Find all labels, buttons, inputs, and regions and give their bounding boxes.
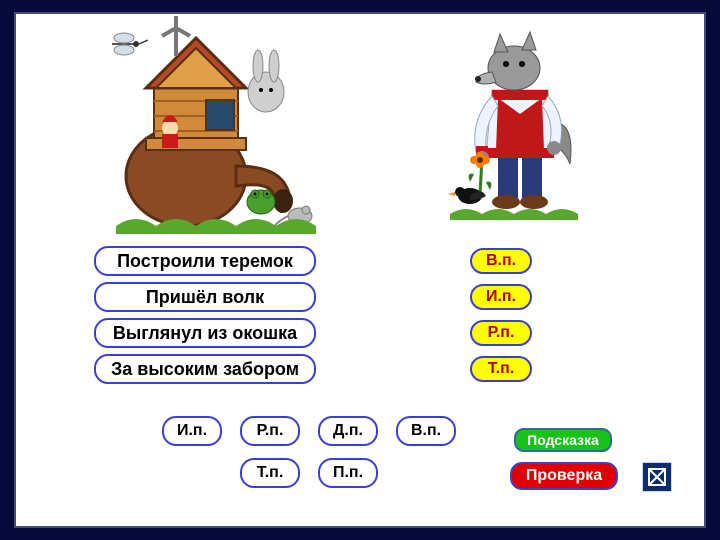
phrase-pill: За высоким забором (94, 354, 316, 384)
option-label: Д.п. (333, 422, 363, 440)
content-panel: Построили теремок Пришёл волк Выглянул из … (14, 12, 706, 528)
option-label: В.п. (411, 422, 441, 440)
option-label: Т.п. (257, 464, 284, 482)
phrase-pill: Построили теремок (94, 246, 316, 276)
option-label: Р.п. (257, 422, 284, 440)
case-option-button[interactable]: В.п. (396, 416, 456, 446)
answer-text: Р.п. (488, 324, 515, 342)
check-button[interactable]: Проверка (510, 462, 618, 490)
nav-next-icon (646, 466, 668, 488)
phrase-text: За высоким забором (111, 359, 299, 380)
option-label: П.п. (333, 464, 363, 482)
answer-pill: В.п. (470, 248, 532, 274)
option-label: И.п. (177, 422, 207, 440)
phrase-text: Построили теремок (117, 251, 293, 272)
hint-button[interactable]: Подсказка (514, 428, 612, 452)
case-option-button[interactable]: Т.п. (240, 458, 300, 488)
case-option-button[interactable]: П.п. (318, 458, 378, 488)
teremok-illustration (76, 16, 326, 236)
phrase-pill: Пришёл волк (94, 282, 316, 312)
phrase-text: Выглянул из окошка (113, 323, 297, 344)
nav-next-button[interactable] (642, 462, 672, 492)
phrase-text: Пришёл волк (146, 287, 264, 308)
phrase-pill: Выглянул из окошка (94, 318, 316, 348)
answer-pill: И.п. (470, 284, 532, 310)
case-option-button[interactable]: Р.п. (240, 416, 300, 446)
answer-text: Т.п. (488, 360, 515, 378)
answer-pill: Т.п. (470, 356, 532, 382)
answer-text: В.п. (486, 252, 516, 270)
wolf-illustration (436, 24, 586, 224)
answer-text: И.п. (486, 288, 516, 306)
case-option-button[interactable]: Д.п. (318, 416, 378, 446)
case-option-button[interactable]: И.п. (162, 416, 222, 446)
stage: Построили теремок Пришёл волк Выглянул из … (0, 0, 720, 540)
answer-pill: Р.п. (470, 320, 532, 346)
